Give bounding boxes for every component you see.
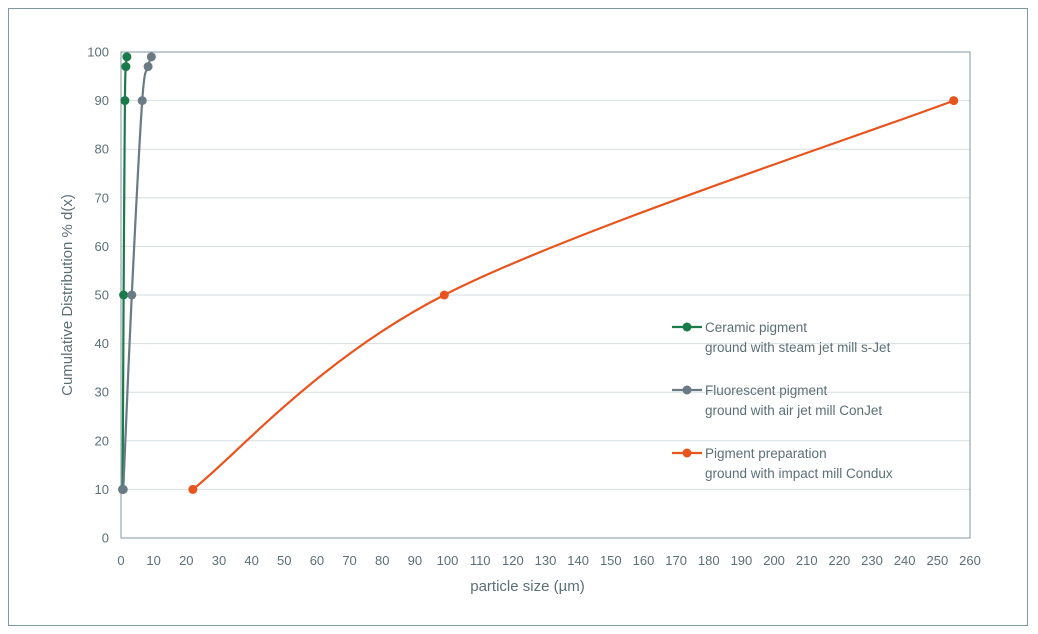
data-point (137, 96, 147, 106)
x-tick-label: 160 (633, 553, 655, 568)
y-tick-labels: 0 10 20 30 40 50 60 70 80 90 100 (87, 45, 109, 546)
x-tick-label: 210 (796, 553, 818, 568)
legend-label-line2: ground with impact mill Condux (705, 466, 893, 481)
y-tick-label: 100 (87, 45, 109, 60)
data-point (949, 96, 959, 106)
x-tick-label: 0 (117, 553, 124, 568)
x-tick-label: 230 (861, 553, 883, 568)
x-tick-label: 180 (698, 553, 720, 568)
series-points (118, 52, 959, 494)
y-tick-label: 90 (95, 93, 109, 108)
data-point (121, 62, 131, 72)
legend-label-line2: ground with air jet mill ConJet (705, 403, 882, 418)
data-point (119, 290, 129, 300)
x-tick-label: 190 (731, 553, 753, 568)
x-tick-label: 110 (470, 553, 491, 568)
x-tick-label: 170 (665, 553, 687, 568)
x-tick-label: 120 (502, 553, 524, 568)
x-tick-label: 30 (212, 553, 226, 568)
x-axis-title: particle size (µm) (470, 578, 585, 595)
legend-label: Pigment preparation (705, 446, 827, 461)
y-tick-label: 10 (95, 482, 109, 497)
legend-label-line2: ground with steam jet mill s-Jet (705, 340, 891, 355)
series-lines (121, 56, 955, 491)
legend-label: Fluorescent pigment (705, 383, 828, 398)
data-point (146, 52, 156, 62)
x-tick-label: 90 (408, 553, 422, 568)
x-tick-label: 130 (535, 553, 557, 568)
series-line-2 (192, 99, 955, 491)
legend-swatch-marker (682, 448, 692, 458)
x-tick-label: 140 (567, 553, 589, 568)
x-tick-label: 150 (600, 553, 622, 568)
data-point (127, 290, 137, 300)
legend-swatch-marker (682, 385, 692, 395)
y-tick-label: 20 (95, 433, 109, 448)
data-point (439, 290, 449, 300)
x-tick-label: 220 (829, 553, 851, 568)
y-tick-label: 80 (95, 142, 109, 157)
x-tick-label: 260 (959, 553, 981, 568)
x-tick-label: 200 (763, 553, 785, 568)
x-tick-label: 100 (437, 553, 459, 568)
y-tick-label: 50 (95, 288, 109, 303)
x-tick-label: 40 (244, 553, 258, 568)
y-axis-title: Cumulative Distribution % d(x) (59, 194, 76, 396)
x-tick-label: 10 (146, 553, 160, 568)
legend-label: Ceramic pigment (705, 320, 807, 335)
y-tick-label: 70 (95, 190, 109, 205)
x-tick-labels: 0 10 20 30 40 50 60 70 80 90 100 110 120 130 140 150 160… (117, 553, 980, 568)
x-tick-label: 250 (926, 553, 948, 568)
x-tick-label: 70 (342, 553, 356, 568)
y-tick-label: 40 (95, 336, 109, 351)
chart-frame (8, 8, 1028, 626)
x-tick-label: 20 (179, 553, 193, 568)
x-tick-label: 50 (277, 553, 291, 568)
legend-swatch-marker (682, 322, 692, 332)
data-point (188, 484, 198, 494)
y-tick-label: 60 (95, 239, 109, 254)
data-point (120, 96, 130, 106)
series-line-1 (122, 56, 153, 490)
data-point (122, 52, 132, 62)
data-point (118, 484, 128, 494)
legend: Ceramic pigment ground with steam jet mil… (672, 320, 893, 481)
x-tick-label: 80 (375, 553, 389, 568)
y-tick-label: 0 (102, 531, 109, 546)
x-tick-label: 60 (310, 553, 324, 568)
x-tick-label: 240 (894, 553, 916, 568)
data-point (143, 62, 153, 72)
y-tick-label: 30 (95, 385, 109, 400)
